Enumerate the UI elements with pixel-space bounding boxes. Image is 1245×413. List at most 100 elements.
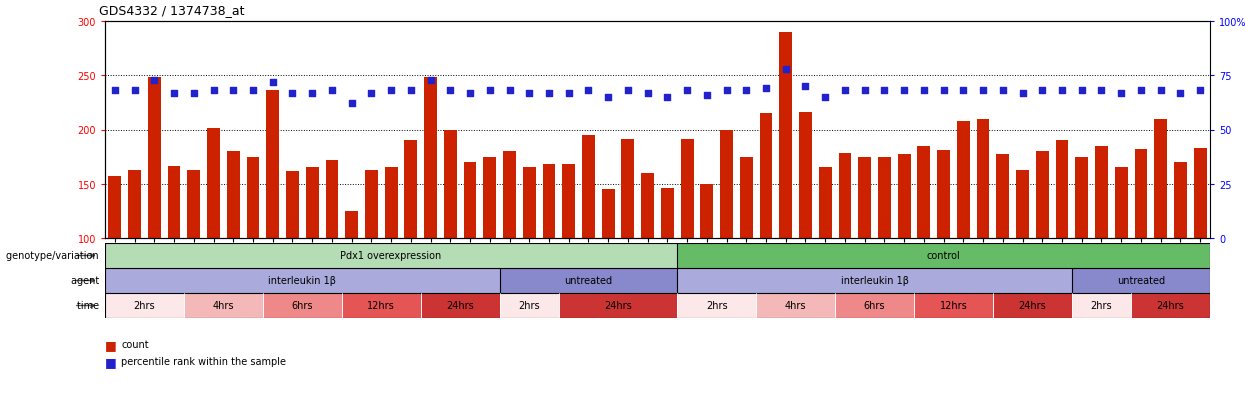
Bar <box>677 293 756 318</box>
Text: 12hrs: 12hrs <box>940 301 967 311</box>
Text: agent: agent <box>71 276 102 286</box>
Bar <box>148 78 161 238</box>
Point <box>144 77 164 84</box>
Bar <box>227 152 240 238</box>
Point <box>618 88 637 95</box>
Point <box>657 95 677 101</box>
Point <box>1032 88 1052 95</box>
Point <box>341 101 361 107</box>
Point <box>914 88 934 95</box>
Bar <box>677 268 1072 293</box>
Point <box>598 95 618 101</box>
Point <box>421 77 441 84</box>
Point <box>499 88 519 95</box>
Bar <box>1130 293 1210 318</box>
Bar <box>105 243 677 268</box>
Bar <box>345 211 359 238</box>
Point <box>1072 88 1092 95</box>
Bar <box>365 170 377 238</box>
Point <box>539 90 559 97</box>
Text: 4hrs: 4hrs <box>784 301 807 311</box>
Bar <box>661 189 674 238</box>
Text: ■: ■ <box>105 355 117 368</box>
Text: 6hrs: 6hrs <box>864 301 885 311</box>
Bar <box>740 157 753 238</box>
Point <box>954 88 974 95</box>
Point <box>974 88 994 95</box>
Bar <box>878 157 891 238</box>
Bar <box>759 114 772 238</box>
Point <box>756 86 776 93</box>
Text: ■: ■ <box>105 338 117 351</box>
Bar <box>207 129 220 238</box>
Point <box>855 88 875 95</box>
Point <box>992 88 1012 95</box>
Point <box>381 88 401 95</box>
Point <box>124 88 144 95</box>
Bar <box>858 157 872 238</box>
Bar <box>483 157 497 238</box>
Text: 24hrs: 24hrs <box>1018 301 1046 311</box>
Bar <box>128 170 141 238</box>
Point <box>184 90 204 97</box>
Point <box>874 88 894 95</box>
Text: count: count <box>121 339 149 349</box>
Bar <box>918 147 930 238</box>
Bar <box>898 155 910 238</box>
Bar <box>105 293 184 318</box>
Bar <box>756 293 835 318</box>
Bar <box>819 168 832 238</box>
Bar <box>677 243 1210 268</box>
Point <box>223 88 243 95</box>
Point <box>204 88 224 95</box>
Text: 24hrs: 24hrs <box>604 301 632 311</box>
Point <box>1150 88 1170 95</box>
Bar <box>799 113 812 238</box>
Point <box>283 90 303 97</box>
Bar <box>914 293 994 318</box>
Point <box>1052 88 1072 95</box>
Point <box>322 88 342 95</box>
Point <box>519 90 539 97</box>
Bar <box>247 157 259 238</box>
Bar <box>1114 168 1128 238</box>
Point <box>303 90 322 97</box>
Text: 24hrs: 24hrs <box>1157 301 1184 311</box>
Bar <box>720 130 733 238</box>
Bar <box>184 293 263 318</box>
Bar <box>1154 119 1167 238</box>
Text: GDS4332 / 1374738_at: GDS4332 / 1374738_at <box>98 4 244 17</box>
Bar <box>976 119 990 238</box>
Text: 2hrs: 2hrs <box>133 301 156 311</box>
Bar <box>263 293 342 318</box>
Bar <box>1072 268 1210 293</box>
Bar <box>1036 152 1048 238</box>
Text: interleukin 1β: interleukin 1β <box>840 276 909 286</box>
Point <box>559 90 579 97</box>
Bar <box>1174 163 1186 238</box>
Text: 12hrs: 12hrs <box>367 301 395 311</box>
Point <box>815 95 835 101</box>
Point <box>1112 90 1132 97</box>
Bar <box>108 177 121 238</box>
Bar <box>543 165 555 238</box>
Point <box>1092 88 1112 95</box>
Bar <box>601 190 615 238</box>
Bar <box>779 33 792 238</box>
Bar <box>835 293 914 318</box>
Point <box>697 92 717 99</box>
Point <box>637 90 657 97</box>
Text: percentile rank within the sample: percentile rank within the sample <box>121 356 286 366</box>
Bar <box>463 163 477 238</box>
Bar <box>581 135 595 238</box>
Bar <box>701 184 713 238</box>
Bar <box>405 141 417 238</box>
Bar <box>1096 147 1108 238</box>
Text: time: time <box>77 301 102 311</box>
Text: 4hrs: 4hrs <box>213 301 234 311</box>
Bar <box>559 293 677 318</box>
Bar <box>621 140 634 238</box>
Bar <box>385 168 397 238</box>
Bar <box>1016 170 1028 238</box>
Text: control: control <box>926 251 960 261</box>
